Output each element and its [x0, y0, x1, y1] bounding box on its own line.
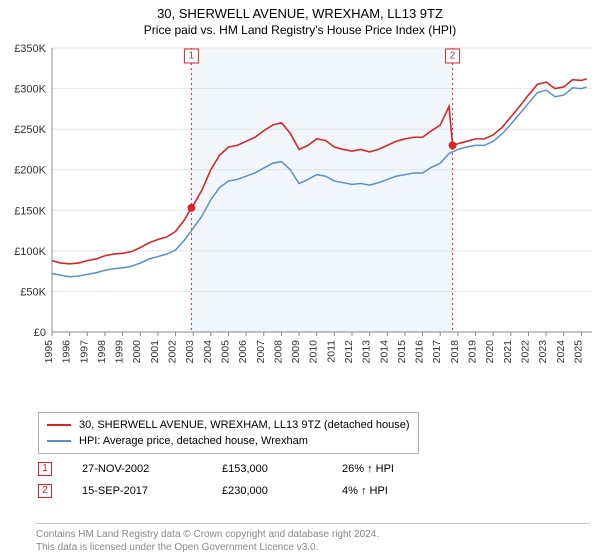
footer: Contains HM Land Registry data © Crown c…: [36, 523, 590, 554]
svg-text:2009: 2009: [290, 340, 302, 364]
svg-text:2021: 2021: [502, 340, 514, 364]
svg-text:2025: 2025: [572, 340, 584, 364]
chart-title: 30, SHERWELL AVENUE, WREXHAM, LL13 9TZ: [0, 0, 600, 21]
sale-marker-number: 1: [42, 464, 48, 474]
svg-text:2008: 2008: [272, 340, 284, 364]
svg-text:2002: 2002: [167, 340, 179, 364]
svg-text:2016: 2016: [414, 340, 426, 364]
legend: 30, SHERWELL AVENUE, WREXHAM, LL13 9TZ (…: [38, 412, 419, 454]
svg-text:2012: 2012: [343, 340, 355, 364]
svg-text:1996: 1996: [61, 340, 73, 364]
sale-marker-icon: 2: [38, 484, 52, 498]
chart-subtitle: Price paid vs. HM Land Registry's House …: [0, 21, 600, 43]
svg-text:2019: 2019: [467, 340, 479, 364]
svg-text:£200K: £200K: [14, 165, 46, 177]
line-chart-svg: £0 £50K £100K £150K £200K £250K £300K £350K 1995…: [0, 42, 600, 372]
svg-text:2003: 2003: [184, 340, 196, 364]
svg-text:2013: 2013: [361, 340, 373, 364]
svg-text:2015: 2015: [396, 340, 408, 364]
sale-delta: 26% ↑ HPI: [342, 463, 432, 475]
svg-text:2004: 2004: [202, 340, 214, 364]
svg-text:2001: 2001: [149, 340, 161, 364]
sale-marker-number: 2: [42, 486, 48, 496]
svg-text:2: 2: [450, 51, 456, 62]
sale-price: £153,000: [222, 463, 312, 475]
legend-item: 30, SHERWELL AVENUE, WREXHAM, LL13 9TZ (…: [47, 417, 410, 433]
footer-line: This data is licensed under the Open Gov…: [36, 541, 590, 554]
svg-text:2014: 2014: [378, 340, 390, 364]
sale-price: £230,000: [222, 485, 312, 497]
svg-text:£0: £0: [34, 327, 46, 339]
footer-line: Contains HM Land Registry data © Crown c…: [36, 528, 590, 541]
legend-label: 30, SHERWELL AVENUE, WREXHAM, LL13 9TZ (…: [79, 417, 410, 433]
svg-text:2022: 2022: [519, 340, 531, 364]
svg-text:1995: 1995: [43, 340, 55, 364]
svg-text:2011: 2011: [325, 340, 337, 363]
svg-text:£350K: £350K: [14, 43, 46, 55]
svg-text:2000: 2000: [131, 340, 143, 364]
legend-label: HPI: Average price, detached house, Wrex…: [79, 433, 308, 449]
svg-text:£300K: £300K: [14, 84, 46, 96]
sale-date: 27-NOV-2002: [82, 463, 192, 475]
legend-item: HPI: Average price, detached house, Wrex…: [47, 433, 410, 449]
sale-date: 15-SEP-2017: [82, 485, 192, 497]
svg-text:2006: 2006: [237, 340, 249, 364]
legend-swatch: [47, 440, 71, 442]
svg-text:2024: 2024: [555, 340, 567, 364]
svg-text:1999: 1999: [114, 340, 126, 364]
svg-text:2017: 2017: [431, 340, 443, 364]
svg-text:1: 1: [189, 51, 195, 62]
sale-delta: 4% ↑ HPI: [342, 485, 432, 497]
svg-text:2020: 2020: [484, 340, 496, 364]
svg-text:2018: 2018: [449, 340, 461, 364]
sale-marker-icon: 1: [38, 462, 52, 476]
chart-plot: £0 £50K £100K £150K £200K £250K £300K £350K 1995…: [0, 42, 600, 372]
legend-swatch: [47, 424, 71, 426]
svg-text:£250K: £250K: [14, 124, 46, 136]
sale-row: 2 15-SEP-2017 £230,000 4% ↑ HPI: [38, 480, 432, 502]
svg-text:2010: 2010: [308, 340, 320, 364]
svg-text:1997: 1997: [78, 340, 90, 364]
svg-text:2007: 2007: [255, 340, 267, 364]
svg-text:£150K: £150K: [14, 205, 46, 217]
svg-text:2023: 2023: [537, 340, 549, 364]
sale-row: 1 27-NOV-2002 £153,000 26% ↑ HPI: [38, 458, 432, 480]
svg-text:2005: 2005: [219, 340, 231, 364]
svg-text:1998: 1998: [96, 340, 108, 364]
svg-text:£50K: £50K: [20, 286, 46, 298]
sales-table: 1 27-NOV-2002 £153,000 26% ↑ HPI 2 15-SE…: [38, 458, 432, 502]
svg-text:£100K: £100K: [14, 246, 46, 258]
chart-container: { "title": "30, SHERWELL AVENUE, WREXHAM…: [0, 0, 600, 560]
